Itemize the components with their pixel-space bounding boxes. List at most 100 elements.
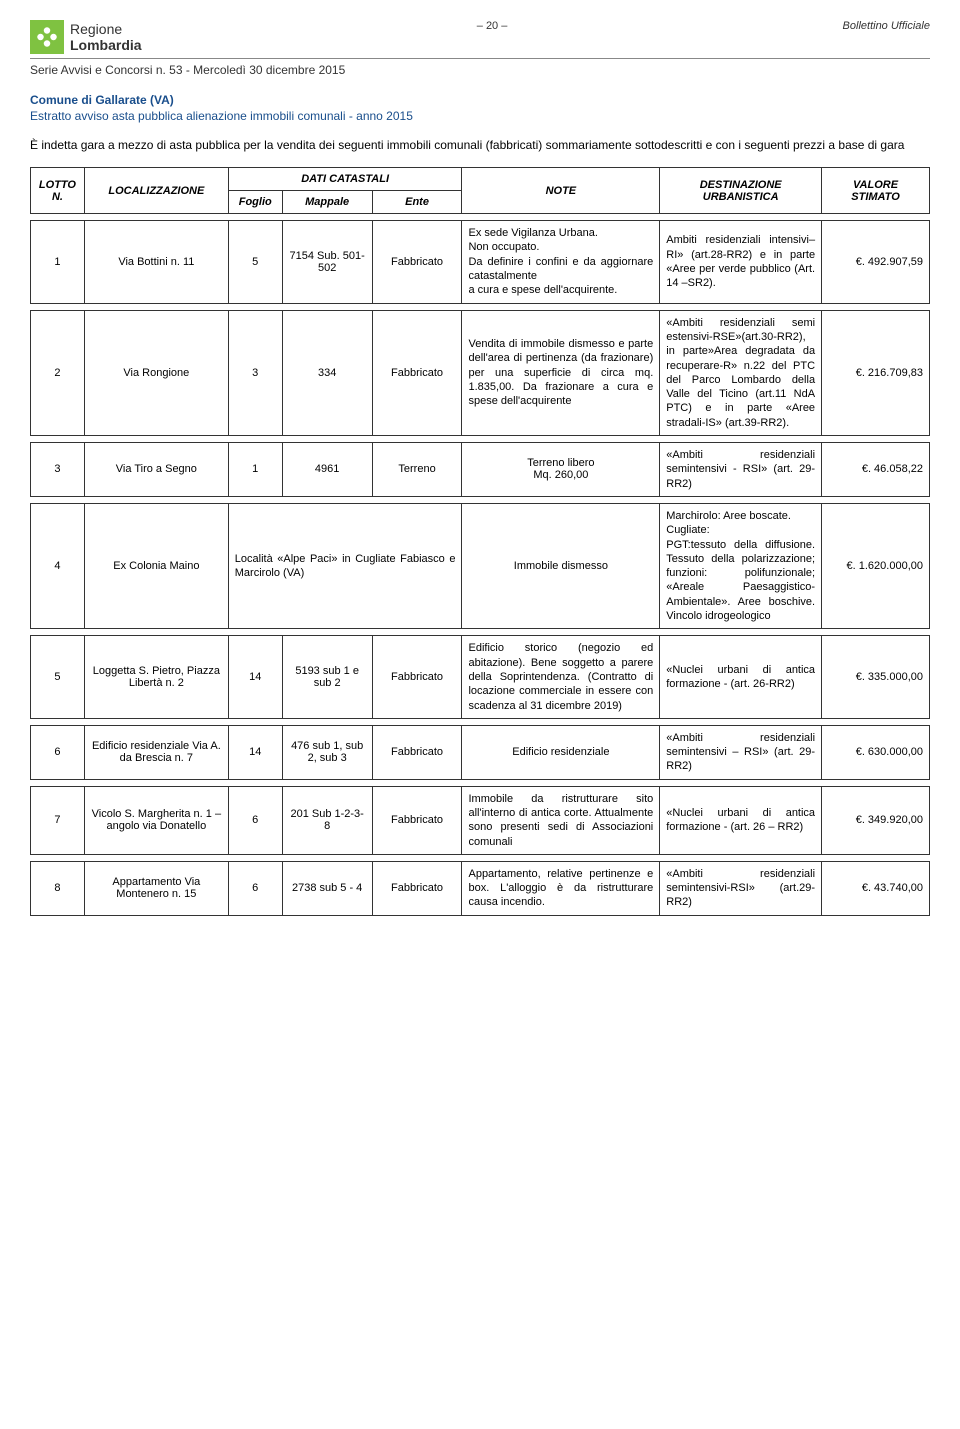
table-body: 1Via Bottini n. 1157154 Sub. 501-502Fabb… xyxy=(31,214,930,916)
cell: Loggetta S. Pietro, Piazza Libertà n. 2 xyxy=(84,636,228,718)
cell: Terreno xyxy=(372,443,462,497)
cell: 8 xyxy=(31,861,85,915)
cell: Terreno libero Mq. 260,00 xyxy=(462,443,660,497)
cell: Fabbricato xyxy=(372,221,462,303)
cell: €. 43.740,00 xyxy=(822,861,930,915)
cell: Fabbricato xyxy=(372,636,462,718)
th-note: NOTE xyxy=(462,168,660,214)
cell: 1 xyxy=(31,221,85,303)
cell: €. 630.000,00 xyxy=(822,725,930,779)
th-foglio: Foglio xyxy=(228,191,282,214)
cell: Fabbricato xyxy=(372,861,462,915)
cell: Fabbricato xyxy=(372,786,462,854)
cell: Edificio storico (negozio ed abitazione)… xyxy=(462,636,660,718)
cell: «Ambiti residenziali semi estensivi-RSE»… xyxy=(660,310,822,435)
cell: Ex Colonia Maino xyxy=(84,503,228,628)
comune-title: Comune di Gallarate (VA) xyxy=(30,93,930,107)
spacer xyxy=(31,629,930,636)
cell: 5193 sub 1 e sub 2 xyxy=(282,636,372,718)
cell: Edificio residenziale Via A. da Brescia … xyxy=(84,725,228,779)
cell: Via Rongione xyxy=(84,310,228,435)
cell: Via Tiro a Segno xyxy=(84,443,228,497)
cell: €. 216.709,83 xyxy=(822,310,930,435)
bollettino-label: Bollettino Ufficiale xyxy=(843,20,930,32)
serie-line: Serie Avvisi e Concorsi n. 53 - Mercoled… xyxy=(30,63,930,77)
cell: «Ambiti residenziali semintensivi – RSI»… xyxy=(660,725,822,779)
cell: Fabbricato xyxy=(372,310,462,435)
th-mappale: Mappale xyxy=(282,191,372,214)
cell: 6 xyxy=(228,861,282,915)
cell: Vicolo S. Margherita n. 1 – angolo via D… xyxy=(84,786,228,854)
cell: «Ambiti residenziali semintensivi-RSI» (… xyxy=(660,861,822,915)
cell: «Nuclei urbani di antica formazione - (a… xyxy=(660,786,822,854)
spacer xyxy=(31,303,930,310)
table-header: LOTTO N. LOCALIZZAZIONE DATI CATASTALI N… xyxy=(31,168,930,214)
logo-block: Regione Lombardia xyxy=(30,20,142,54)
cell: Ex sede Vigilanza Urbana. Non occupato. … xyxy=(462,221,660,303)
cell: €. 335.000,00 xyxy=(822,636,930,718)
logo-line1: Regione xyxy=(70,21,142,37)
cell: 476 sub 1, sub 2, sub 3 xyxy=(282,725,372,779)
cell: €. 349.920,00 xyxy=(822,786,930,854)
cell: €. 492.907,59 xyxy=(822,221,930,303)
cell: Marchirolo: Aree boscate. Cugliate: PGT:… xyxy=(660,503,822,628)
spacer xyxy=(31,854,930,861)
table-row: 6Edificio residenziale Via A. da Brescia… xyxy=(31,725,930,779)
cell: 1 xyxy=(228,443,282,497)
cell: 334 xyxy=(282,310,372,435)
table-row: 1Via Bottini n. 1157154 Sub. 501-502Fabb… xyxy=(31,221,930,303)
logo-line2: Lombardia xyxy=(70,37,142,53)
document-page: Regione Lombardia – 20 – Bollettino Uffi… xyxy=(0,0,960,936)
page-header: Regione Lombardia – 20 – Bollettino Uffi… xyxy=(30,20,930,59)
table-row: 8Appartamento Via Montenero n. 1562738 s… xyxy=(31,861,930,915)
cell: Immobile dismesso xyxy=(462,503,660,628)
cell: Via Bottini n. 11 xyxy=(84,221,228,303)
spacer xyxy=(31,496,930,503)
cell: 2 xyxy=(31,310,85,435)
cell: 3 xyxy=(31,443,85,497)
cell: Fabbricato xyxy=(372,725,462,779)
th-dati-catastali: DATI CATASTALI xyxy=(228,168,462,191)
cell: 4 xyxy=(31,503,85,628)
cell: Edificio residenziale xyxy=(462,725,660,779)
cell: 7154 Sub. 501-502 xyxy=(282,221,372,303)
spacer xyxy=(31,779,930,786)
cell: Appartamento, relative pertinenze e box.… xyxy=(462,861,660,915)
cell: 5 xyxy=(31,636,85,718)
table-row: 3Via Tiro a Segno14961TerrenoTerreno lib… xyxy=(31,443,930,497)
cell: «Ambiti residenziali semintensivi - RSI»… xyxy=(660,443,822,497)
spacer xyxy=(31,718,930,725)
cell: Ambiti residenziali intensivi–RI» (art.2… xyxy=(660,221,822,303)
cell: 6 xyxy=(31,725,85,779)
cell: «Nuclei urbani di antica formazione - (a… xyxy=(660,636,822,718)
cell: 6 xyxy=(228,786,282,854)
table-row: 2Via Rongione3334FabbricatoVendita di im… xyxy=(31,310,930,435)
intro-paragraph: È indetta gara a mezzo di asta pubblica … xyxy=(30,137,930,153)
cell: €. 1.620.000,00 xyxy=(822,503,930,628)
cell: 3 xyxy=(228,310,282,435)
cell: 2738 sub 5 - 4 xyxy=(282,861,372,915)
cell: Vendita di immobile dismesso e parte del… xyxy=(462,310,660,435)
cell: Appartamento Via Montenero n. 15 xyxy=(84,861,228,915)
cell: 7 xyxy=(31,786,85,854)
spacer xyxy=(31,436,930,443)
th-ente: Ente xyxy=(372,191,462,214)
cell: Immobile da ristrutturare sito all'inter… xyxy=(462,786,660,854)
spacer xyxy=(31,214,930,221)
lotto-table: LOTTO N. LOCALIZZAZIONE DATI CATASTALI N… xyxy=(30,167,930,916)
table-row: 5Loggetta S. Pietro, Piazza Libertà n. 2… xyxy=(31,636,930,718)
logo-text: Regione Lombardia xyxy=(70,21,142,53)
table-row: 4Ex Colonia MainoLocalità «Alpe Paci» in… xyxy=(31,503,930,628)
cell: 14 xyxy=(228,725,282,779)
doc-subtitle: Estratto avviso asta pubblica alienazion… xyxy=(30,109,930,123)
table-row: 7Vicolo S. Margherita n. 1 – angolo via … xyxy=(31,786,930,854)
page-number: – 20 – xyxy=(477,20,508,32)
cell: 201 Sub 1-2-3-8 xyxy=(282,786,372,854)
cell: 4961 xyxy=(282,443,372,497)
th-valore: VALORE STIMATO xyxy=(822,168,930,214)
th-lotto: LOTTO N. xyxy=(31,168,85,214)
th-localizzazione: LOCALIZZAZIONE xyxy=(84,168,228,214)
cell: 5 xyxy=(228,221,282,303)
cell: 14 xyxy=(228,636,282,718)
regione-lombardia-logo-icon xyxy=(30,20,64,54)
